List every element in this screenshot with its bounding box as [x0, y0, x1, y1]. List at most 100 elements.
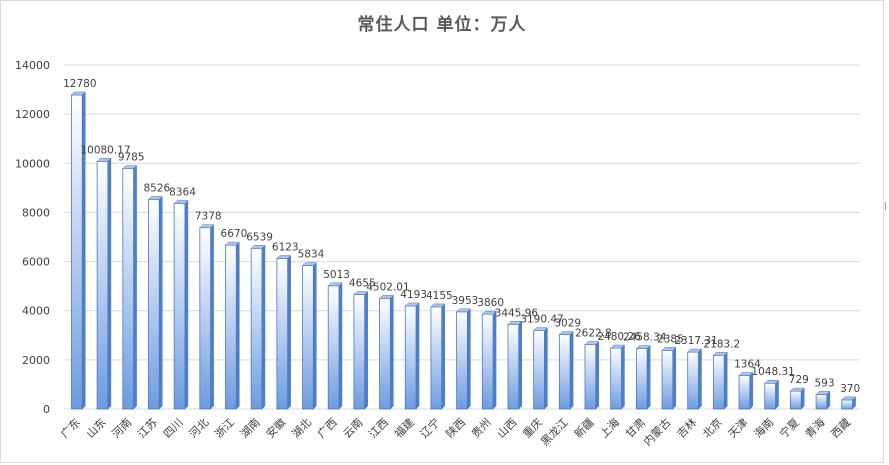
- bar-side-face: [518, 320, 522, 410]
- bar-16: [456, 308, 471, 410]
- data-label: 729: [789, 374, 809, 386]
- bar-side-face: [698, 348, 702, 410]
- x-category-label: 北京: [699, 415, 724, 440]
- bar-side-face: [338, 282, 343, 410]
- bar-2: [96, 157, 112, 410]
- bar-28: [764, 379, 780, 410]
- bar-front-face: [610, 347, 622, 410]
- x-category-label: 山西: [495, 416, 520, 441]
- x-axis-categories: 广东 山东 河南 江苏 四川 河北 浙江 湖南 安徽 湖北 广西 云南 江西 福建 辽宁 陕西 贵州 山西 重庆黑龙…: [58, 415, 853, 448]
- y-tick-label: 4000: [22, 305, 50, 318]
- data-label: 6539: [246, 231, 273, 243]
- bar-11: [327, 282, 343, 410]
- x-category-label: 山东: [84, 416, 109, 441]
- bar-top-cap: [224, 241, 240, 246]
- bar-front-face: [276, 258, 289, 410]
- bar-front-face: [635, 348, 648, 410]
- data-label: 3860: [477, 297, 504, 309]
- x-category-label: 福建: [391, 415, 416, 440]
- bar-front-face: [225, 244, 237, 410]
- bar-side-face: [261, 244, 266, 410]
- bar-front-face: [661, 349, 674, 410]
- data-label: 6670: [221, 228, 248, 240]
- bar-front-face: [687, 351, 699, 410]
- data-label: 7378: [195, 211, 222, 223]
- bar-24: [661, 346, 677, 410]
- x-category-label: 青海: [802, 415, 827, 440]
- bar-side-face: [595, 340, 600, 410]
- bar-5: [173, 199, 189, 410]
- data-label: 4502.01: [366, 281, 409, 293]
- bar-top-cap: [584, 341, 600, 345]
- bar-top-cap: [789, 387, 805, 392]
- bar-side-face: [210, 224, 214, 410]
- data-label: 2458.34: [623, 332, 667, 344]
- bar-front-face: [738, 375, 751, 410]
- data-label: 370: [840, 383, 860, 395]
- bar-top-cap: [533, 327, 549, 331]
- bar-22: [610, 344, 626, 410]
- x-category-label: 江苏: [135, 416, 160, 441]
- data-label: 2317.31: [674, 335, 717, 347]
- bar-6: [199, 224, 215, 410]
- bar-10: [301, 262, 317, 410]
- x-category-label: 黑龙江: [538, 416, 571, 449]
- bar-side-face: [775, 379, 779, 410]
- bar-side-face: [467, 308, 471, 410]
- x-category-label: 河北: [187, 416, 212, 441]
- bar-14: [404, 302, 420, 410]
- x-category-label: 四川: [161, 416, 186, 441]
- data-label: 3029: [554, 318, 581, 330]
- data-label: 4655: [349, 278, 376, 290]
- bar-front-face: [764, 382, 776, 410]
- data-label: 5834: [298, 249, 325, 261]
- bar-front-face: [71, 94, 83, 410]
- bar-8: [250, 244, 266, 410]
- bar-side-face: [569, 330, 574, 410]
- bar-top-cap: [327, 282, 343, 287]
- bar-front-face: [122, 168, 134, 410]
- data-label: 2385: [657, 333, 684, 345]
- x-category-label: 湖南: [238, 416, 263, 441]
- x-category-label: 河南: [110, 416, 135, 441]
- x-category-label: 天津: [726, 416, 751, 441]
- bar-12: [353, 291, 369, 410]
- data-label: 12780: [63, 78, 96, 90]
- y-tick-label: 10000: [15, 157, 50, 170]
- bar-20: [558, 330, 574, 410]
- data-label: 10080.17: [80, 144, 130, 156]
- bars: [70, 91, 857, 410]
- bar-front-face: [148, 199, 160, 410]
- bar-front-face: [533, 330, 545, 410]
- bar-top-cap: [687, 348, 703, 353]
- data-label: 3953: [452, 295, 479, 307]
- bar-18: [507, 320, 523, 410]
- bar-13: [378, 294, 394, 410]
- bar-top-cap: [456, 308, 471, 313]
- bar-30: [815, 390, 831, 410]
- x-category-label: 西藏: [829, 416, 854, 441]
- bar-front-face: [815, 394, 828, 410]
- bar-top-cap: [610, 344, 626, 349]
- data-label: 2480.26: [597, 331, 641, 343]
- bar-side-face: [621, 344, 625, 410]
- y-axis-ticks: 0 2000 4000 6000 8000 10000 12000 14000: [15, 59, 50, 416]
- y-tick-label: 8000: [22, 206, 50, 219]
- bar-top-cap: [661, 347, 677, 351]
- bar-side-face: [133, 164, 137, 410]
- bar-top-cap: [430, 303, 446, 308]
- data-label: 2622.8: [575, 328, 612, 340]
- bar-21: [584, 340, 600, 410]
- bar-side-face: [544, 327, 548, 410]
- bar-side-face: [441, 303, 445, 410]
- bar-front-face: [353, 294, 366, 410]
- bar-4: [147, 195, 163, 410]
- bar-front-face: [481, 313, 494, 410]
- bar-side-face: [672, 346, 677, 410]
- bar-top-cap: [70, 91, 86, 96]
- data-label: 4155: [426, 290, 453, 302]
- data-label: 1364: [734, 358, 761, 370]
- bar-top-cap: [122, 165, 138, 169]
